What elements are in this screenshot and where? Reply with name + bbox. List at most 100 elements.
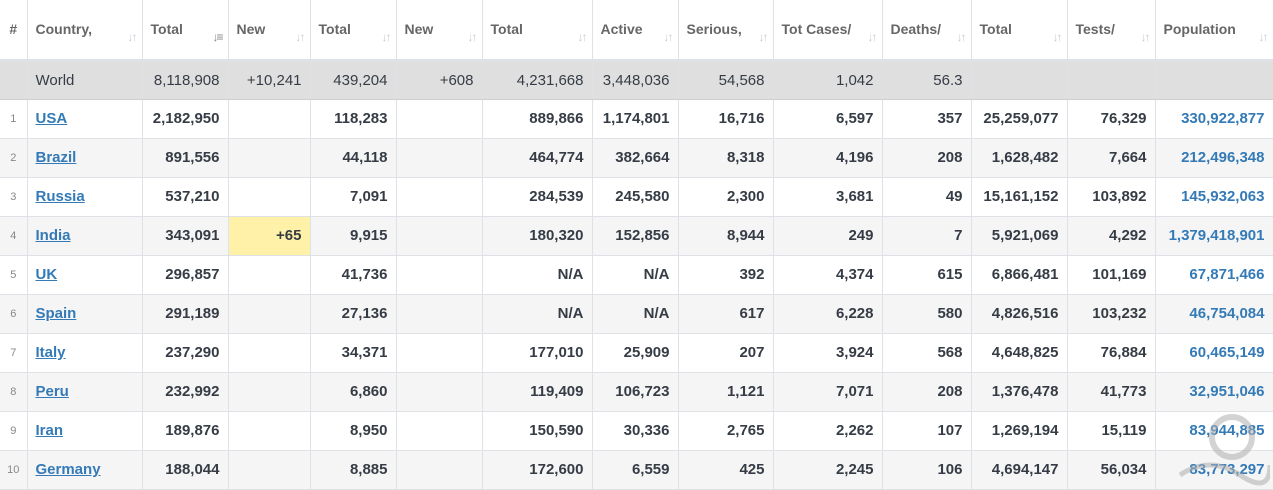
cell-population: 46,754,084 xyxy=(1155,294,1273,334)
sort-icon[interactable]: ↓↑ xyxy=(956,29,967,44)
cell-new-cases xyxy=(228,138,311,178)
cell-population: 83,773,297 xyxy=(1155,450,1273,490)
country-link[interactable]: USA xyxy=(35,110,68,127)
cell-population: 145,932,063 xyxy=(1155,177,1273,217)
header-total-deaths[interactable]: Total ↓↑ xyxy=(310,0,397,62)
country-link[interactable]: Spain xyxy=(35,305,77,322)
cell-country: Russia xyxy=(27,177,143,217)
header-label: Deaths/ xyxy=(890,21,942,38)
header-label: Total xyxy=(979,21,1012,38)
cell-total-deaths: 8,950 xyxy=(310,411,397,451)
table-row: 9 Iran 189,876 8,950 150,590 30,336 2,765 2,262… xyxy=(0,411,1273,451)
header-serious-critical[interactable]: Serious, ↓↑ xyxy=(678,0,774,62)
sort-icon[interactable]: ↓↑ xyxy=(758,29,769,44)
cell-new-cases xyxy=(228,333,311,373)
header-rank[interactable]: # xyxy=(0,0,28,62)
header-new-deaths[interactable]: New ↓↑ xyxy=(396,0,483,62)
sort-icon[interactable]: ↓↑ xyxy=(1258,29,1269,44)
header-total-tests[interactable]: Total ↓↑ xyxy=(971,0,1068,62)
header-deaths-per-1m[interactable]: Deaths/ ↓↑ xyxy=(882,0,972,62)
header-label: Total xyxy=(490,21,523,38)
cell-new-cases xyxy=(228,255,311,295)
header-new-cases[interactable]: New ↓↑ xyxy=(228,0,311,62)
cell-new-cases xyxy=(228,294,311,334)
cell-total-tests: 6,866,481 xyxy=(971,255,1068,295)
cell-country: Spain xyxy=(27,294,143,334)
sort-icon[interactable]: ↓↑ xyxy=(577,29,588,44)
cell-total-cases: 291,189 xyxy=(142,294,229,334)
cell-total-deaths: 9,915 xyxy=(310,216,397,256)
table-row: 7 Italy 237,290 34,371 177,010 25,909 207 3,924… xyxy=(0,333,1273,373)
header-active-cases[interactable]: Active ↓↑ xyxy=(592,0,679,62)
cell-new-cases xyxy=(228,177,311,217)
header-label: Serious, xyxy=(686,21,742,38)
cell-deaths-per-1m: 106 xyxy=(882,450,972,490)
header-label: # xyxy=(9,21,18,38)
cell-total-deaths: 34,371 xyxy=(310,333,397,373)
header-label: Country, xyxy=(35,21,93,38)
cell-total-recovered: N/A xyxy=(482,294,593,334)
cell-total-deaths: 27,136 xyxy=(310,294,397,334)
cell-tests-per-1m: 76,329 xyxy=(1067,99,1156,139)
country-link[interactable]: Germany xyxy=(35,461,101,478)
country-link[interactable]: Peru xyxy=(35,383,69,400)
cell-active-cases: 30,336 xyxy=(592,411,679,451)
cell-rank: 3 xyxy=(0,177,28,217)
country-link[interactable]: Russia xyxy=(35,188,85,205)
cell-rank: 8 xyxy=(0,372,28,412)
header-label: Active xyxy=(600,21,643,38)
cell-population: 32,951,046 xyxy=(1155,372,1273,412)
cell-total-tests: 1,376,478 xyxy=(971,372,1068,412)
header-total-cases[interactable]: Total ↓≡ xyxy=(142,0,229,62)
cell-active-cases: 245,580 xyxy=(592,177,679,217)
cell-tests-per-1m: 4,292 xyxy=(1067,216,1156,256)
sort-icon[interactable]: ↓↑ xyxy=(381,29,392,44)
cell-tot-cases-per-1m: 4,374 xyxy=(773,255,883,295)
table-body: World 8,118,908 +10,241 439,204 +608 4,231,66… xyxy=(0,60,1273,490)
world-row: World 8,118,908 +10,241 439,204 +608 4,231,66… xyxy=(0,60,1273,100)
sort-icon[interactable]: ↓↑ xyxy=(295,29,306,44)
table-row: 10 Germany 188,044 8,885 172,600 6,559 425 2,24… xyxy=(0,450,1273,490)
sort-icon[interactable]: ↓↑ xyxy=(1052,29,1063,44)
cell-total-recovered: 4,231,668 xyxy=(482,60,593,100)
cell-active-cases: 6,559 xyxy=(592,450,679,490)
cell-total-deaths: 44,118 xyxy=(310,138,397,178)
cell-total-tests: 1,628,482 xyxy=(971,138,1068,178)
cell-new-cases xyxy=(228,450,311,490)
cell-total-tests: 15,161,152 xyxy=(971,177,1068,217)
sort-icon[interactable]: ↓↑ xyxy=(127,29,138,44)
cell-country: Brazil xyxy=(27,138,143,178)
country-link[interactable]: Iran xyxy=(35,422,64,439)
cell-new-cases xyxy=(228,372,311,412)
cell-total-cases: 188,044 xyxy=(142,450,229,490)
header-total-recovered[interactable]: Total ↓↑ xyxy=(482,0,593,62)
header-population[interactable]: Population ↓↑ xyxy=(1155,0,1273,62)
cell-total-cases: 296,857 xyxy=(142,255,229,295)
sort-icon[interactable]: ↓↑ xyxy=(867,29,878,44)
header-label: Total xyxy=(150,21,183,38)
cell-rank: 9 xyxy=(0,411,28,451)
cell-new-deaths xyxy=(396,99,483,139)
sort-active-icon[interactable]: ↓≡ xyxy=(212,29,223,44)
cell-population: 83,944,885 xyxy=(1155,411,1273,451)
cell-tot-cases-per-1m: 6,228 xyxy=(773,294,883,334)
cell-tot-cases-per-1m: 6,597 xyxy=(773,99,883,139)
cell-total-tests: 4,648,825 xyxy=(971,333,1068,373)
sort-icon[interactable]: ↓↑ xyxy=(1140,29,1151,44)
header-country[interactable]: Country, ↓↑ xyxy=(27,0,143,62)
country-link[interactable]: Italy xyxy=(35,344,66,361)
header-tot-cases-per-1m[interactable]: Tot Cases/ ↓↑ xyxy=(773,0,883,62)
cell-total-recovered: 172,600 xyxy=(482,450,593,490)
country-link[interactable]: UK xyxy=(35,266,58,283)
sort-icon[interactable]: ↓↑ xyxy=(663,29,674,44)
table-row: 1 USA 2,182,950 118,283 889,866 1,174,801 16,7… xyxy=(0,99,1273,139)
country-link[interactable]: Brazil xyxy=(35,149,77,166)
header-tests-per-1m[interactable]: Tests/ ↓↑ xyxy=(1067,0,1156,62)
header-row: # Country, ↓↑ Total ↓≡ New ↓↑ Total ↓↑ New ↓↑ Total… xyxy=(0,0,1273,62)
cell-country: Italy xyxy=(27,333,143,373)
cell-serious-critical: 54,568 xyxy=(678,60,774,100)
cell-country: India xyxy=(27,216,143,256)
table-row: 5 UK 296,857 41,736 N/A N/A 392 4,374 615 6,866,4… xyxy=(0,255,1273,295)
country-link[interactable]: India xyxy=(35,227,71,244)
sort-icon[interactable]: ↓↑ xyxy=(467,29,478,44)
